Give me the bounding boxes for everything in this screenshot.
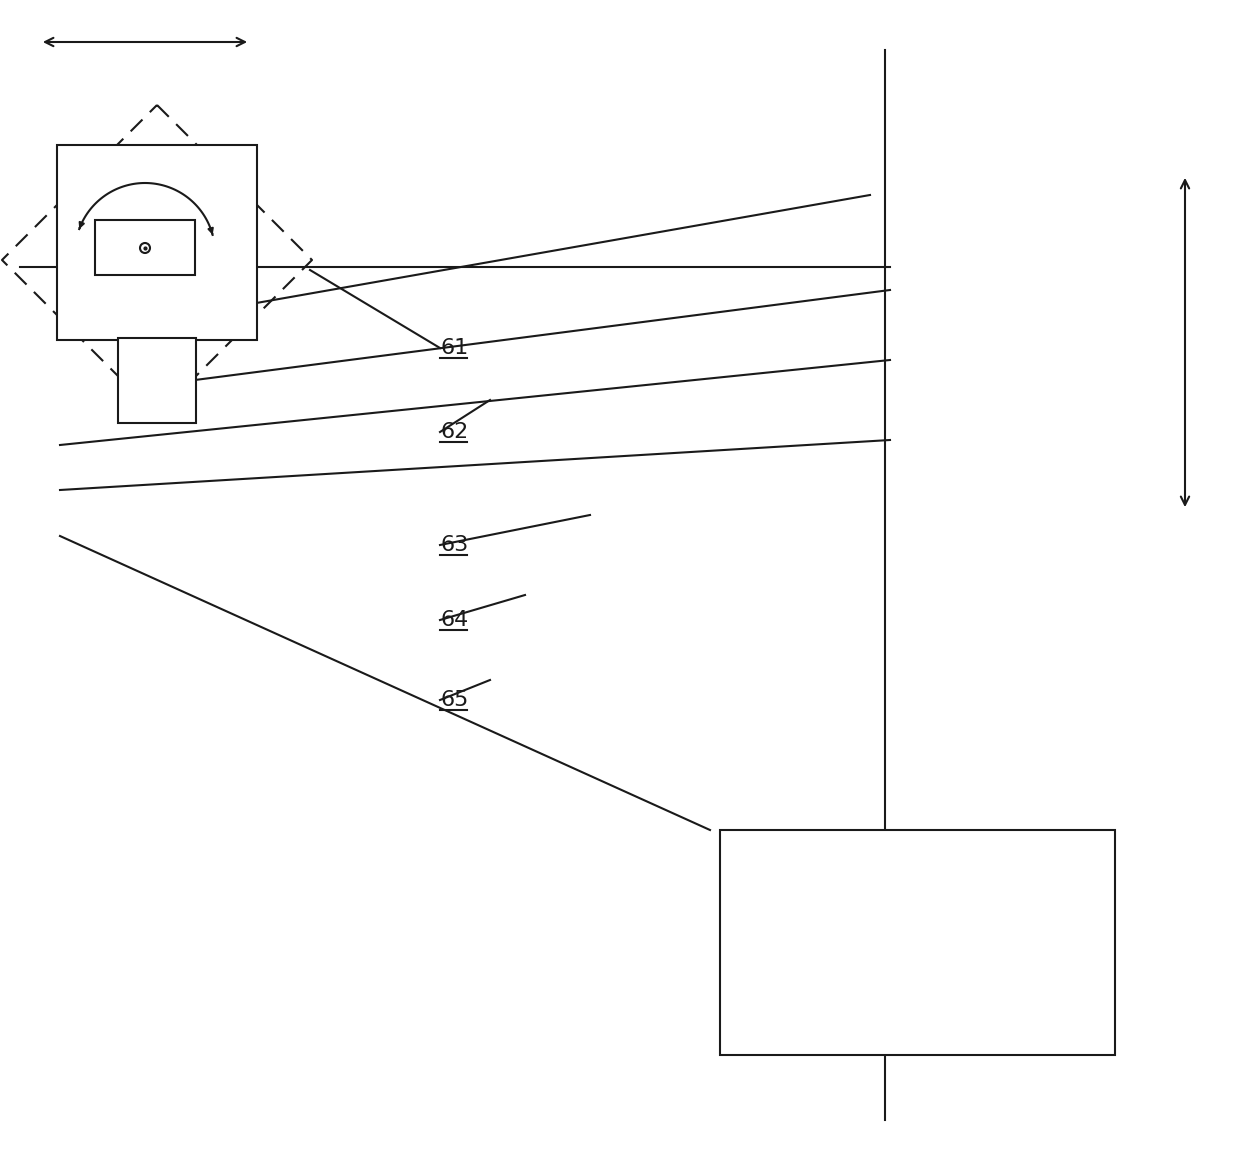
Bar (118, 338, 196, 423)
Text: 65: 65 (440, 690, 469, 711)
Text: 62: 62 (440, 421, 469, 442)
Bar (95, 219, 195, 275)
Bar (57, 145, 257, 340)
Bar (720, 830, 1115, 1055)
Text: 64: 64 (440, 610, 469, 630)
Text: 61: 61 (440, 338, 469, 358)
Text: 63: 63 (440, 535, 469, 555)
